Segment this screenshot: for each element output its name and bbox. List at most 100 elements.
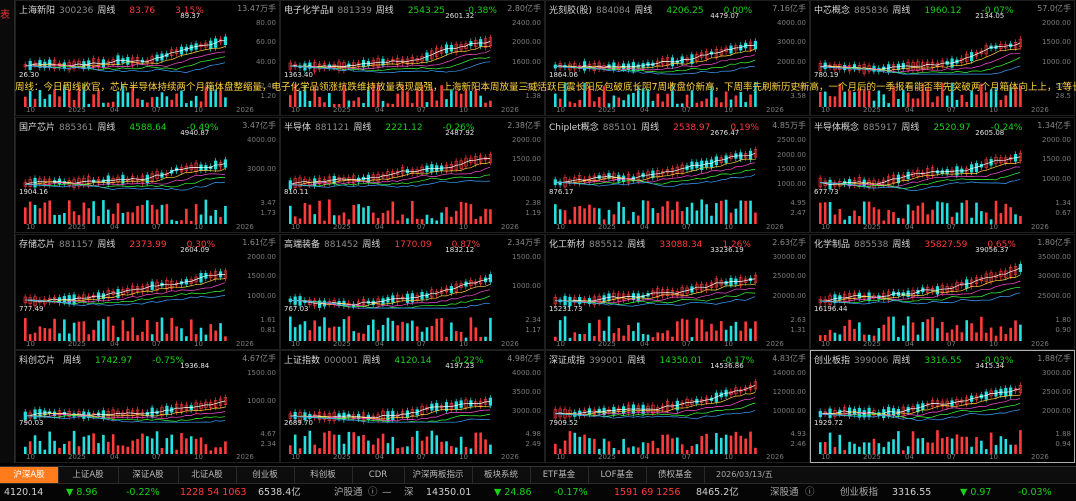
- volume-tick: 0.94: [1055, 440, 1071, 449]
- volume-bar: [627, 447, 630, 454]
- volume-bar: [155, 431, 159, 454]
- chart-panel[interactable]: 上证指数 000001 周线 4120.14 -0.22% 4.98亿手 4197.23 26…: [280, 350, 545, 463]
- chart-panel[interactable]: 高端装备 881452 周线 1770.09 0.87% 2.34万手 1832.12 767…: [280, 234, 545, 350]
- volume-bar: [921, 438, 925, 454]
- time-tick: 2026: [766, 223, 784, 231]
- volume-bar: [440, 85, 443, 107]
- panel-code: 300236: [59, 6, 94, 16]
- volume-bar: [303, 203, 307, 224]
- panel-volume: 13.47万手: [237, 4, 276, 13]
- hgt-icon[interactable]: ⓘ: [368, 487, 378, 498]
- volume-bar: [578, 334, 582, 341]
- tab-date: 2026/03/13/五: [716, 470, 773, 479]
- chart-panel[interactable]: 上海新阳 300236 周线 83.76 3.15% 13.47万手 89.37 26.30 8…: [15, 0, 280, 116]
- panel-volume: 57.0亿手: [1037, 4, 1071, 13]
- volume-bar: [136, 205, 139, 224]
- volume-bar: [892, 439, 895, 454]
- time-tick: 10: [26, 340, 35, 348]
- chart-panel[interactable]: 科创芯片 周线 1742.97 -0.75% 4.67亿手 1936.84 790.03 15…: [15, 350, 280, 463]
- tab-1[interactable]: 上证A股: [58, 467, 119, 483]
- sgt-icon[interactable]: ⓘ: [805, 487, 815, 498]
- volume-bar: [853, 328, 856, 341]
- volume-bar: [293, 434, 297, 454]
- volume-bar: [897, 431, 900, 454]
- chart-panel[interactable]: 创业板指 399006 周线 3316.55 -0.03% 1.88亿手 3415.34 19…: [810, 350, 1075, 463]
- volume-bar: [1014, 214, 1017, 224]
- panel-change: -0.75%: [152, 356, 185, 366]
- volume-bar: [690, 445, 694, 454]
- volume-bar: [371, 212, 375, 224]
- panel-change: 0.87%: [451, 240, 481, 250]
- volume-bar: [63, 443, 66, 454]
- panel-code: 884084: [596, 6, 631, 16]
- volume-bar: [38, 90, 42, 107]
- tab-0[interactable]: 沪深A股: [0, 467, 59, 483]
- volume-bar: [376, 438, 380, 454]
- panel-change: 0.19%: [730, 123, 759, 133]
- volume-bar: [554, 443, 557, 454]
- tab-4[interactable]: 创业板: [236, 467, 295, 483]
- tab-2[interactable]: 深证A股: [118, 467, 179, 483]
- volume-bar: [352, 331, 356, 341]
- chart-panel[interactable]: 光刻胶(股) 884084 周线 4206.25 0.00% 7.16亿手 4479.07 1…: [545, 0, 810, 116]
- volume-bar: [984, 449, 988, 454]
- tab-6[interactable]: CDR: [352, 467, 405, 483]
- tab-5[interactable]: 科创板: [294, 467, 353, 483]
- volume-bar: [386, 443, 390, 454]
- volume-bar: [612, 95, 616, 107]
- volume-bar: [406, 91, 409, 107]
- volume-bar: [53, 318, 56, 341]
- chart-panel[interactable]: 化工新材 885512 周线 33088.34 1.26% 2.63亿手 33236.19 1…: [545, 234, 810, 350]
- volume-bar: [921, 322, 925, 341]
- chart-panel[interactable]: 电子化学品Ⅱ 881339 周线 2543.25 -0.38% 2.80亿手 2601.32…: [280, 0, 545, 116]
- volume-bar: [872, 438, 876, 454]
- chart-panel[interactable]: 国产芯片 885361 周线 4588.64 -0.49% 3.47亿手 4940.87 19…: [15, 117, 280, 233]
- volume-bar: [887, 441, 890, 454]
- volume-tick: 57.0: [1055, 82, 1071, 91]
- volume-bar: [965, 320, 969, 341]
- panel-change: 0.30%: [186, 240, 216, 250]
- kline-chart: [23, 394, 228, 454]
- volume-bar: [420, 84, 424, 107]
- tab-3[interactable]: 北证A股: [178, 467, 237, 483]
- volume-bar: [651, 208, 655, 224]
- tab-10[interactable]: LOF基金: [588, 467, 647, 483]
- time-tick: 04: [905, 106, 914, 114]
- moving-average-line: [24, 62, 226, 73]
- volume-bar: [1004, 95, 1008, 107]
- volume-bar: [342, 84, 346, 107]
- volume-bar: [219, 323, 222, 341]
- time-tick: 07: [947, 223, 956, 231]
- volume-bar: [931, 442, 934, 454]
- chart-panel[interactable]: 半导体概念 885917 周线 2520.97 -0.24% 1.34亿手 2605.08 6…: [810, 117, 1075, 233]
- volume-bar: [627, 94, 630, 107]
- sgt-label[interactable]: 深股通: [770, 487, 799, 498]
- chart-panel[interactable]: 化学制品 885538 周线 35827.59 0.65% 1.80亿手 39056.37 1…: [810, 234, 1075, 350]
- volume-bar: [588, 86, 591, 107]
- volume-bar: [92, 433, 95, 454]
- volume-bar: [719, 437, 723, 454]
- panel-high: 3415.34: [975, 362, 1005, 370]
- candle: [479, 277, 483, 284]
- tab-8[interactable]: 板块系统: [472, 467, 531, 483]
- tab-7[interactable]: 沪深两板指示: [404, 467, 473, 483]
- volume-bar: [719, 200, 723, 224]
- volume-bar: [754, 212, 757, 224]
- hgt-label[interactable]: 沪股通: [334, 487, 363, 498]
- volume-bar: [352, 205, 356, 224]
- volume-bar: [568, 219, 572, 224]
- chart-panel[interactable]: 存储芯片 881157 周线 2373.99 0.30% 1.61亿手 2604.09 777…: [15, 234, 280, 350]
- volume-bar: [371, 444, 375, 454]
- volume-bar: [1019, 430, 1022, 454]
- chart-panel[interactable]: 半导体 881121 周线 2221.12 -0.26% 2.38亿手 2487.92 810…: [280, 117, 545, 233]
- panel-low: 790.03: [19, 418, 44, 427]
- time-tick: 2025: [333, 106, 351, 114]
- tab-11[interactable]: 债权基金: [646, 467, 705, 483]
- volume-bar: [617, 450, 621, 454]
- chart-panel[interactable]: Chiplet概念 885101 周线 2538.97 0.19% 4.85万手 2676.…: [545, 117, 810, 233]
- volume-bar: [602, 86, 606, 107]
- tab-9[interactable]: ETF基金: [530, 467, 589, 483]
- chart-panel[interactable]: 中芯概念 885836 周线 1960.12 -0.07% 57.0亿手 2134.05 78…: [810, 0, 1075, 116]
- chart-panel[interactable]: 深证成指 399001 周线 14350.01 -0.17% 4.83亿手 14536.86…: [545, 350, 810, 463]
- panel-price: 35827.59: [924, 240, 968, 250]
